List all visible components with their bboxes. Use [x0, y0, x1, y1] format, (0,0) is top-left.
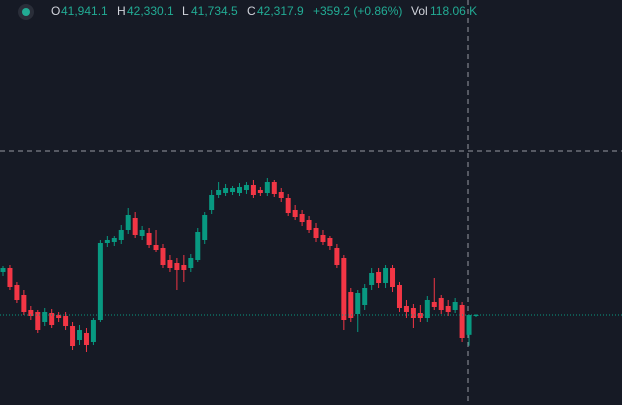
candle-body	[438, 298, 444, 310]
candle-body	[452, 302, 458, 310]
candle-body	[264, 182, 270, 193]
candle-body	[146, 233, 152, 245]
candle-body	[473, 315, 479, 316]
candle-body	[278, 192, 284, 198]
low-value: 41,734.5	[191, 4, 238, 18]
candle-body	[271, 182, 277, 194]
candle-body	[118, 230, 124, 240]
high-value: 42,330.1	[127, 4, 174, 18]
candle-body	[299, 214, 305, 222]
volume-key: Vol	[411, 4, 428, 18]
close-key: C	[247, 4, 256, 18]
candle-body	[369, 273, 375, 285]
candle-body	[188, 258, 194, 268]
candle-body	[21, 295, 27, 312]
candle-body	[63, 316, 69, 326]
candle-body	[139, 230, 145, 236]
legend: O 41,941.1 H 42,330.1 L 41,734.5 C 42,31…	[51, 4, 477, 18]
high-key: H	[117, 4, 126, 18]
candle-body	[313, 228, 319, 238]
candle-body	[466, 315, 472, 335]
candle-body	[167, 260, 173, 268]
candle-body	[376, 272, 382, 283]
candle-body	[327, 238, 333, 246]
candle-body	[396, 285, 402, 308]
candle-body	[285, 198, 291, 213]
candle-body	[14, 285, 20, 300]
close-value: 42,317.9	[257, 4, 304, 18]
candle-body	[111, 238, 117, 242]
candle-body	[306, 220, 312, 230]
candle-body	[362, 288, 368, 305]
candle-body	[230, 188, 236, 192]
candle-body	[42, 312, 48, 322]
candle-body	[35, 312, 41, 330]
candle-body	[28, 310, 34, 316]
change-value: +359.2 (+0.86%)	[313, 4, 402, 18]
candle-body	[49, 313, 55, 325]
candle-body	[383, 268, 389, 283]
candle-body	[195, 232, 201, 260]
candle-body	[410, 308, 416, 318]
candle-body	[0, 268, 6, 272]
candle-body	[174, 263, 180, 270]
candle-body	[250, 185, 256, 195]
candle-body	[160, 248, 166, 265]
candle-body	[97, 243, 103, 320]
candle-body	[348, 292, 354, 318]
candle-body	[459, 305, 465, 338]
candle-body	[334, 248, 340, 265]
candle-body	[56, 315, 62, 318]
candle-body	[125, 215, 131, 230]
candle-body	[237, 187, 242, 193]
candle-body	[209, 195, 215, 210]
status-dot	[22, 8, 30, 16]
candle-body	[390, 268, 396, 287]
open-key: O	[51, 4, 60, 18]
candle-body	[181, 265, 187, 270]
candle-body	[431, 302, 437, 307]
candle-body	[216, 190, 222, 195]
candle-body	[341, 258, 347, 320]
candle-body	[202, 215, 208, 240]
candle-body	[77, 330, 83, 340]
candle-body	[424, 300, 430, 318]
candle-body	[223, 188, 229, 193]
low-key: L	[182, 4, 189, 18]
candle-body	[90, 320, 96, 342]
candle-body	[104, 240, 110, 243]
candle-body	[403, 306, 409, 312]
candle-body	[320, 235, 326, 242]
candle-body	[445, 306, 451, 312]
candle-body	[7, 268, 13, 287]
candle-body	[355, 293, 361, 314]
candle-body	[257, 190, 263, 193]
volume-value: 118.06 K	[430, 4, 477, 18]
candle-body	[83, 333, 89, 345]
candle-body	[132, 218, 138, 235]
candle-body	[153, 245, 159, 250]
candle-body	[292, 210, 298, 217]
candle-body	[243, 185, 249, 190]
candle-body	[70, 326, 76, 346]
open-value: 41,941.1	[61, 4, 108, 18]
